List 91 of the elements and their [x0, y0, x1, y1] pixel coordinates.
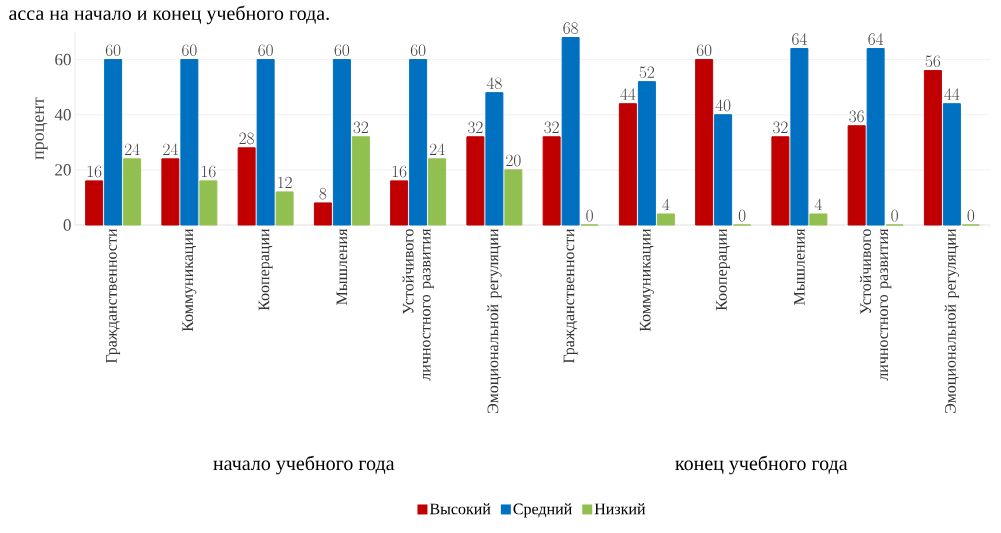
y-tick-label: 60 — [55, 53, 71, 66]
legend-label: Средний — [513, 503, 572, 518]
bar — [85, 180, 104, 226]
legend-label: Высокий — [429, 503, 491, 515]
data-label: 0 — [891, 209, 898, 222]
data-label: 60 — [334, 44, 350, 57]
bar — [504, 169, 523, 226]
bar — [866, 48, 885, 226]
data-label: 44 — [620, 88, 636, 100]
bar — [923, 70, 942, 226]
data-label: 60 — [696, 44, 712, 57]
data-label: 12 — [278, 176, 292, 189]
data-label: 32 — [773, 121, 788, 134]
data-label: 24 — [429, 143, 445, 156]
bar — [351, 136, 370, 226]
y-tick-label: 40 — [54, 108, 71, 121]
data-label: 64 — [792, 33, 807, 46]
data-label: 0 — [586, 209, 593, 222]
y-tick-label: 20 — [55, 164, 71, 176]
x-tick-label: Эмоциональной регуляции — [487, 228, 502, 413]
data-label: 0 — [738, 209, 746, 222]
data-label: 68 — [563, 22, 578, 34]
chart-title: асса на начало и конец учебного года. — [9, 5, 329, 25]
bar — [561, 37, 580, 226]
legend-label: Низкий — [594, 503, 646, 515]
bar — [942, 103, 961, 226]
text: конец учебного года — [675, 455, 848, 475]
data-label: 16 — [87, 165, 102, 178]
bar — [256, 59, 275, 226]
bar — [618, 103, 637, 226]
x-tick-label: Мышления — [336, 228, 348, 305]
data-label: 24 — [163, 143, 178, 156]
bar — [313, 202, 332, 226]
data-label: 52 — [639, 66, 655, 79]
data-label: 56 — [925, 55, 941, 68]
data-label: 44 — [944, 88, 960, 100]
y-tick-label: 0 — [63, 219, 71, 231]
text: начало учебного года — [213, 455, 395, 475]
x-tick-label: Мышления — [794, 228, 805, 305]
data-label: 64 — [868, 33, 884, 46]
bar — [199, 180, 218, 226]
data-label: 16 — [201, 165, 216, 178]
bar — [485, 92, 504, 226]
x-tick-label: Коммуникации — [639, 228, 654, 332]
data-label: 32 — [468, 121, 483, 134]
x-tick-label: Гражданственности — [106, 228, 121, 364]
data-label: 16 — [392, 165, 407, 178]
data-label: 24 — [124, 143, 140, 156]
data-label: 4 — [662, 198, 670, 211]
bar — [161, 158, 180, 226]
bar — [390, 180, 409, 226]
bar — [714, 114, 733, 226]
x-tick-label: Эмоциональной регуляции — [944, 228, 960, 413]
x-tick-label: Устойчивого личностного развития — [402, 228, 434, 381]
bar — [847, 125, 866, 226]
x-tick-label: Кооперации — [258, 228, 273, 311]
data-label: 60 — [105, 44, 121, 57]
bar — [237, 147, 256, 226]
x-tick-label: Кооперации — [716, 228, 731, 311]
bar — [332, 59, 351, 226]
data-label: 60 — [410, 44, 426, 57]
bar — [809, 213, 828, 226]
data-label: 0 — [967, 209, 975, 222]
data-label: 48 — [486, 77, 502, 90]
data-label: 28 — [239, 132, 254, 145]
data-label: 32 — [544, 121, 559, 134]
data-label: 4 — [814, 198, 822, 211]
data-label: 40 — [715, 99, 731, 112]
data-label: 32 — [353, 121, 369, 134]
x-tick-label: Устойчивого личностного развития — [859, 228, 892, 381]
x-tick-label: Коммуникации — [182, 228, 197, 332]
data-label: 20 — [506, 154, 521, 167]
y-axis-title: процент — [35, 97, 48, 160]
data-label: 60 — [182, 44, 197, 57]
data-label: 8 — [319, 187, 327, 200]
bar — [790, 48, 809, 226]
bar — [104, 59, 123, 226]
bar — [656, 213, 675, 226]
bar — [542, 136, 561, 226]
bar — [409, 59, 428, 226]
bar — [771, 136, 790, 226]
bar — [275, 191, 294, 226]
bar — [428, 158, 447, 226]
bar — [637, 81, 656, 226]
data-label: 60 — [258, 44, 273, 57]
bar — [695, 59, 714, 226]
data-label: 36 — [849, 110, 864, 123]
bar — [466, 136, 485, 226]
bar — [123, 158, 142, 226]
x-tick-label: Гражданственности — [563, 228, 578, 364]
bar — [180, 59, 199, 226]
